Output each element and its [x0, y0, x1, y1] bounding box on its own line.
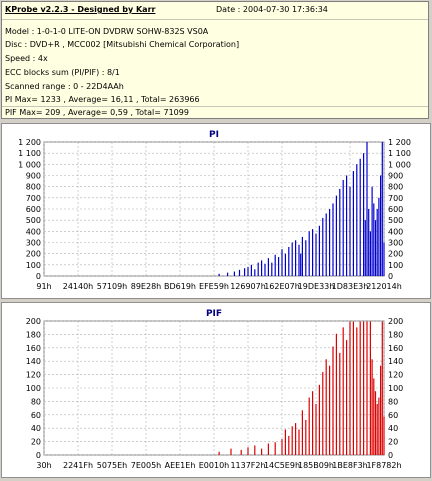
pi-ytick-left: 1 100 [18, 149, 41, 158]
pif-ytick-right: 120 [388, 371, 403, 380]
pif-ytick-left: 20 [31, 438, 41, 447]
pi-ytick-left: 700 [26, 194, 41, 203]
pi-ytick-right: 1 200 [388, 138, 411, 147]
pi-title: PI [209, 130, 219, 140]
pi-xtick: 212014h [366, 282, 402, 291]
pif-ytick-left: 120 [26, 371, 41, 380]
pif-xtick: 1F8782h [366, 461, 401, 470]
scan-date: Date : 2004-07-30 17:36:34 [216, 5, 328, 14]
pi-ytick-left: 200 [26, 250, 41, 259]
pif-ytick-right: 60 [388, 411, 398, 420]
pif-ytick-right: 200 [388, 317, 403, 326]
pif-xtick: 185B09h [298, 461, 334, 470]
pi-ytick-left: 1 000 [18, 160, 41, 169]
pi-xtick: 57109h [97, 282, 128, 291]
pi-ytick-right: 0 [388, 272, 393, 281]
ecc-line: ECC blocks sum (PI/PIF) : 8/1 [5, 68, 120, 77]
pif-chart-panel: PIF 0 0 20 20 40 40 60 60 80 80 100 100 120 120 140 140 1… [1, 302, 431, 478]
pif-ytick-left: 160 [26, 344, 41, 353]
model-line: Model : 1-0-1-0 LITE-ON DVDRW SOHW-832S … [5, 27, 209, 36]
pif-ytick-right: 0 [388, 451, 393, 460]
pif-ytick-left: 80 [31, 397, 41, 406]
pi-ytick-left: 600 [26, 205, 41, 214]
pif-ytick-left: 0 [36, 451, 41, 460]
app-title: KProbe v2.2.3 - Designed by Karr [5, 5, 156, 14]
pi-ytick-left: 300 [26, 239, 41, 248]
pi-xtick: 126907h [230, 282, 266, 291]
info-panel: KProbe v2.2.3 - Designed by Karr Date : … [1, 1, 429, 119]
pif-xtick: 30h [36, 461, 51, 470]
disc-line: Disc : DVD+R , MCC002 [Mitsubishi Chemic… [5, 40, 240, 49]
pi-xtick: 19DE33h [298, 282, 335, 291]
pi-ytick-right: 400 [388, 227, 403, 236]
pi-ytick-left: 900 [26, 172, 41, 181]
pif-xtick: 1BE8F3h [332, 461, 367, 470]
pif-ytick-left: 100 [26, 384, 41, 393]
pi-ytick-left: 0 [36, 272, 41, 281]
pi-ytick-right: 1 000 [388, 160, 411, 169]
pif-title: PIF [206, 309, 222, 319]
pi-ytick-left: 1 200 [18, 138, 41, 147]
pi-summary: PI Max= 1233 , Average= 16,11 , Total= 2… [5, 95, 200, 104]
pi-ytick-right: 300 [388, 239, 403, 248]
pif-ytick-right: 180 [388, 330, 403, 339]
speed-line: Speed : 4x [5, 54, 48, 63]
pi-xtick: EFE59h [199, 282, 229, 291]
pi-ytick-left: 100 [26, 261, 41, 270]
pi-ytick-left: 400 [26, 227, 41, 236]
pi-ytick-right: 200 [388, 250, 403, 259]
pif-ytick-right: 100 [388, 384, 403, 393]
pi-ytick-left: 800 [26, 183, 41, 192]
pif-xtick: 2241Fh [63, 461, 93, 470]
pif-ytick-right: 80 [388, 397, 398, 406]
pi-xtick: BD619h [164, 282, 196, 291]
pi-chart: PI 0 0 100 100 200 200 300 300 400 400 500 500 600 600… [18, 130, 411, 291]
pif-xtick: E0010h [199, 461, 229, 470]
pi-xtick: 24140h [63, 282, 94, 291]
pi-xtick: 1D83E3h [332, 282, 369, 291]
pi-ytick-right: 500 [388, 216, 403, 225]
pif-ytick-right: 140 [388, 357, 403, 366]
pi-ytick-right: 900 [388, 172, 403, 181]
pif-ytick-right: 20 [388, 438, 398, 447]
pif-ytick-left: 140 [26, 357, 41, 366]
pi-xtick: 162E07h [264, 282, 300, 291]
pif-ytick-left: 60 [31, 411, 41, 420]
pif-ytick-left: 200 [26, 317, 41, 326]
pi-ytick-right: 1 100 [388, 149, 411, 158]
pif-chart: PIF 0 0 20 20 40 40 60 60 80 80 100 100 120 120 140 140 1… [26, 309, 404, 470]
pif-ytick-right: 160 [388, 344, 403, 353]
pi-xtick: 89E28h [131, 282, 161, 291]
pi-ytick-right: 600 [388, 205, 403, 214]
pi-ytick-right: 100 [388, 261, 403, 270]
pif-xtick: 5075Eh [97, 461, 127, 470]
pi-chart-panel: PI 0 0 100 100 200 200 300 300 400 400 500 500 600 600… [1, 123, 431, 299]
range-line: Scanned range : 0 - 22D4AAh [5, 82, 124, 91]
pi-ytick-right: 800 [388, 183, 403, 192]
pif-xtick: AEE1Eh [165, 461, 196, 470]
pif-xtick: 7E005h [131, 461, 161, 470]
pi-xtick: 91h [36, 282, 51, 291]
pif-summary: PIF Max= 209 , Average= 0,59 , Total= 71… [5, 108, 189, 117]
pi-ytick-right: 700 [388, 194, 403, 203]
pif-xtick: 1137F2h [230, 461, 265, 470]
pif-ytick-left: 180 [26, 330, 41, 339]
pif-xtick: 14C5E9h [264, 461, 300, 470]
pif-ytick-right: 40 [388, 424, 398, 433]
pi-ytick-left: 500 [26, 216, 41, 225]
pif-ytick-left: 40 [31, 424, 41, 433]
